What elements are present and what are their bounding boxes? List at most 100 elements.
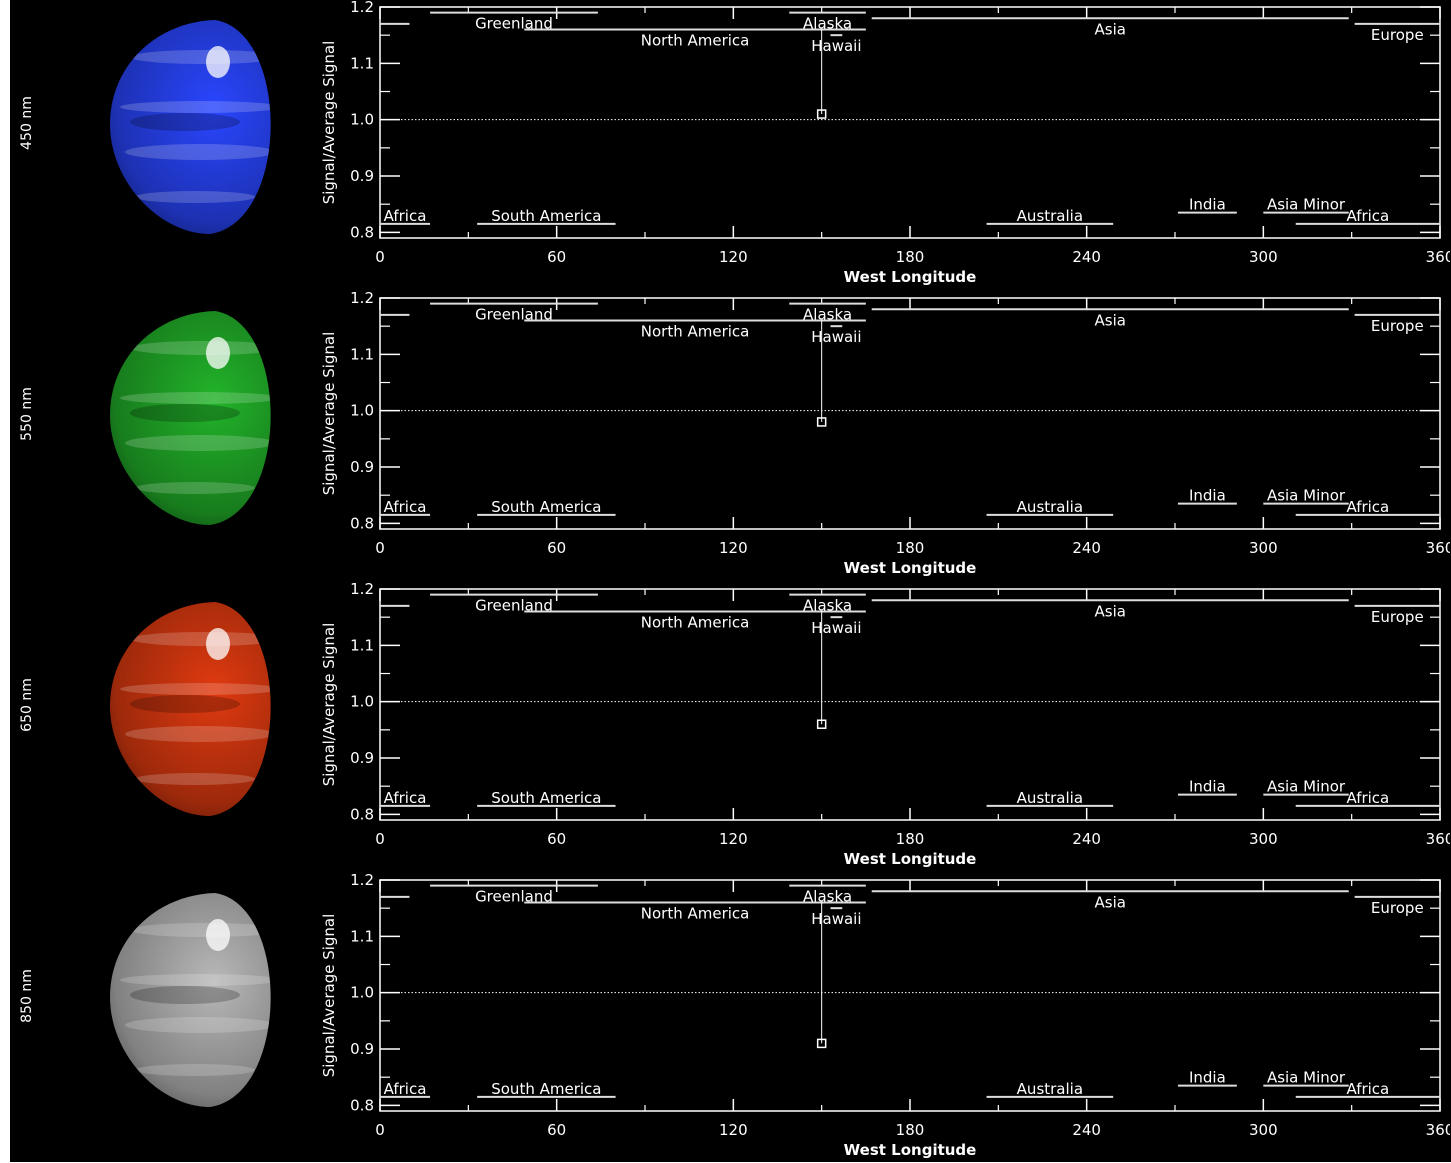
wavelength-label: 850 nm [19, 969, 35, 1023]
region-label: India [1189, 778, 1226, 796]
x-tick-label: 120 [719, 1121, 748, 1139]
region-label: Australia [1017, 1080, 1083, 1098]
x-tick-label: 240 [1072, 539, 1101, 557]
y-tick-label: 1.2 [350, 873, 374, 889]
region-label: Africa [384, 789, 427, 807]
region-label: Greenland [475, 15, 553, 33]
panel-row: 550 nm 0.8 0.9 1.0 1.1 1.2 0 60 120 180 240 300 360 W… [10, 291, 1451, 581]
x-tick-label: 120 [719, 539, 748, 557]
region-label: Asia Minor [1267, 196, 1346, 214]
x-tick-label: 360 [1426, 539, 1450, 557]
y-tick-label: 0.8 [350, 805, 374, 823]
region-label: Alaska [803, 888, 852, 906]
signal-plot: 0.8 0.9 1.0 1.1 1.2 0 60 120 180 240 300 360 West Lo… [320, 582, 1450, 868]
region-label: Africa [1346, 498, 1389, 516]
planet-image [110, 20, 271, 234]
panel-row: 650 nm 0.8 0.9 1.0 1.1 1.2 0 60 120 180 240 300 360 W… [10, 582, 1451, 872]
x-tick-label: 300 [1249, 1121, 1278, 1139]
y-axis-label: Signal/Average Signal [320, 623, 338, 787]
x-tick-label: 60 [547, 539, 566, 557]
region-label: Europe [1371, 608, 1424, 626]
x-tick-label: 180 [896, 1121, 925, 1139]
region-label: Greenland [475, 888, 553, 906]
x-tick-label: 180 [896, 539, 925, 557]
region-label: North America [641, 614, 750, 632]
x-tick-label: 360 [1426, 248, 1450, 266]
planet-image [110, 893, 271, 1107]
region-label: India [1189, 487, 1226, 505]
region-label: Asia [1095, 20, 1126, 38]
region-label: Africa [1346, 1080, 1389, 1098]
planet-image [110, 602, 271, 816]
y-tick-label: 1.2 [350, 0, 374, 16]
x-tick-label: 300 [1249, 830, 1278, 848]
region-label: Hawaii [811, 328, 861, 346]
region-label: Greenland [475, 597, 553, 615]
region-label: Asia Minor [1267, 487, 1346, 505]
region-label: Europe [1371, 317, 1424, 335]
x-axis-label: West Longitude [844, 1141, 977, 1159]
region-label: Australia [1017, 498, 1083, 516]
region-label: North America [641, 323, 750, 341]
x-tick-label: 0 [375, 248, 385, 266]
x-tick-label: 300 [1249, 539, 1278, 557]
x-tick-label: 60 [547, 830, 566, 848]
region-label: South America [491, 789, 601, 807]
region-label: Asia Minor [1267, 778, 1346, 796]
signal-plot: 0.8 0.9 1.0 1.1 1.2 0 60 120 180 240 300 360 West Lo… [320, 291, 1450, 577]
x-tick-label: 240 [1072, 248, 1101, 266]
y-tick-label: 0.8 [350, 514, 374, 532]
x-tick-label: 240 [1072, 1121, 1101, 1139]
region-label: Africa [384, 498, 427, 516]
region-label: Alaska [803, 597, 852, 615]
y-tick-label: 0.8 [350, 1096, 374, 1114]
x-axis-label: West Longitude [844, 268, 977, 286]
region-label: North America [641, 905, 750, 923]
x-tick-label: 360 [1426, 830, 1450, 848]
x-tick-label: 360 [1426, 1121, 1450, 1139]
region-label: Hawaii [811, 619, 861, 637]
y-tick-label: 1.1 [350, 636, 374, 654]
region-label: South America [491, 1080, 601, 1098]
y-tick-label: 0.9 [350, 1040, 374, 1058]
wavelength-label: 650 nm [19, 678, 35, 732]
y-tick-label: 1.1 [350, 345, 374, 363]
region-label: South America [491, 207, 601, 225]
region-label: Asia [1095, 311, 1126, 329]
region-label: Africa [1346, 207, 1389, 225]
planet-image [110, 311, 271, 525]
panel-row: 450 nm 0.8 0.9 1.0 1.1 1.2 0 60 120 180 240 300 360 W… [10, 0, 1451, 290]
x-axis-label: West Longitude [844, 559, 977, 577]
y-tick-label: 1.0 [350, 984, 374, 1002]
region-label: Greenland [475, 306, 553, 324]
region-label: North America [641, 32, 750, 50]
wavelength-label: 450 nm [19, 96, 35, 150]
x-tick-label: 60 [547, 1121, 566, 1139]
data-point [816, 1038, 827, 1049]
region-label: Europe [1371, 26, 1424, 44]
region-label: Australia [1017, 789, 1083, 807]
x-tick-label: 120 [719, 248, 748, 266]
x-axis-label: West Longitude [844, 850, 977, 868]
x-tick-label: 0 [375, 1121, 385, 1139]
y-tick-label: 0.9 [350, 458, 374, 476]
y-tick-label: 1.1 [350, 927, 374, 945]
region-label: Asia [1095, 893, 1126, 911]
region-label: Australia [1017, 207, 1083, 225]
panel-row: 850 nm 0.8 0.9 1.0 1.1 1.2 0 60 120 180 240 300 360 W… [10, 873, 1451, 1163]
region-label: Africa [384, 1080, 427, 1098]
region-label: Alaska [803, 15, 852, 33]
region-label: Europe [1371, 899, 1424, 917]
y-axis-label: Signal/Average Signal [320, 41, 338, 205]
signal-plot: 0.8 0.9 1.0 1.1 1.2 0 60 120 180 240 300 360 West Lo… [320, 873, 1450, 1159]
x-tick-label: 0 [375, 830, 385, 848]
wavelength-label: 550 nm [19, 387, 35, 441]
x-tick-label: 180 [896, 830, 925, 848]
y-axis-label: Signal/Average Signal [320, 332, 338, 496]
y-tick-label: 1.0 [350, 693, 374, 711]
data-point [816, 719, 827, 729]
region-label: Africa [1346, 789, 1389, 807]
data-point [816, 109, 827, 119]
x-tick-label: 180 [896, 248, 925, 266]
x-tick-label: 60 [547, 248, 566, 266]
